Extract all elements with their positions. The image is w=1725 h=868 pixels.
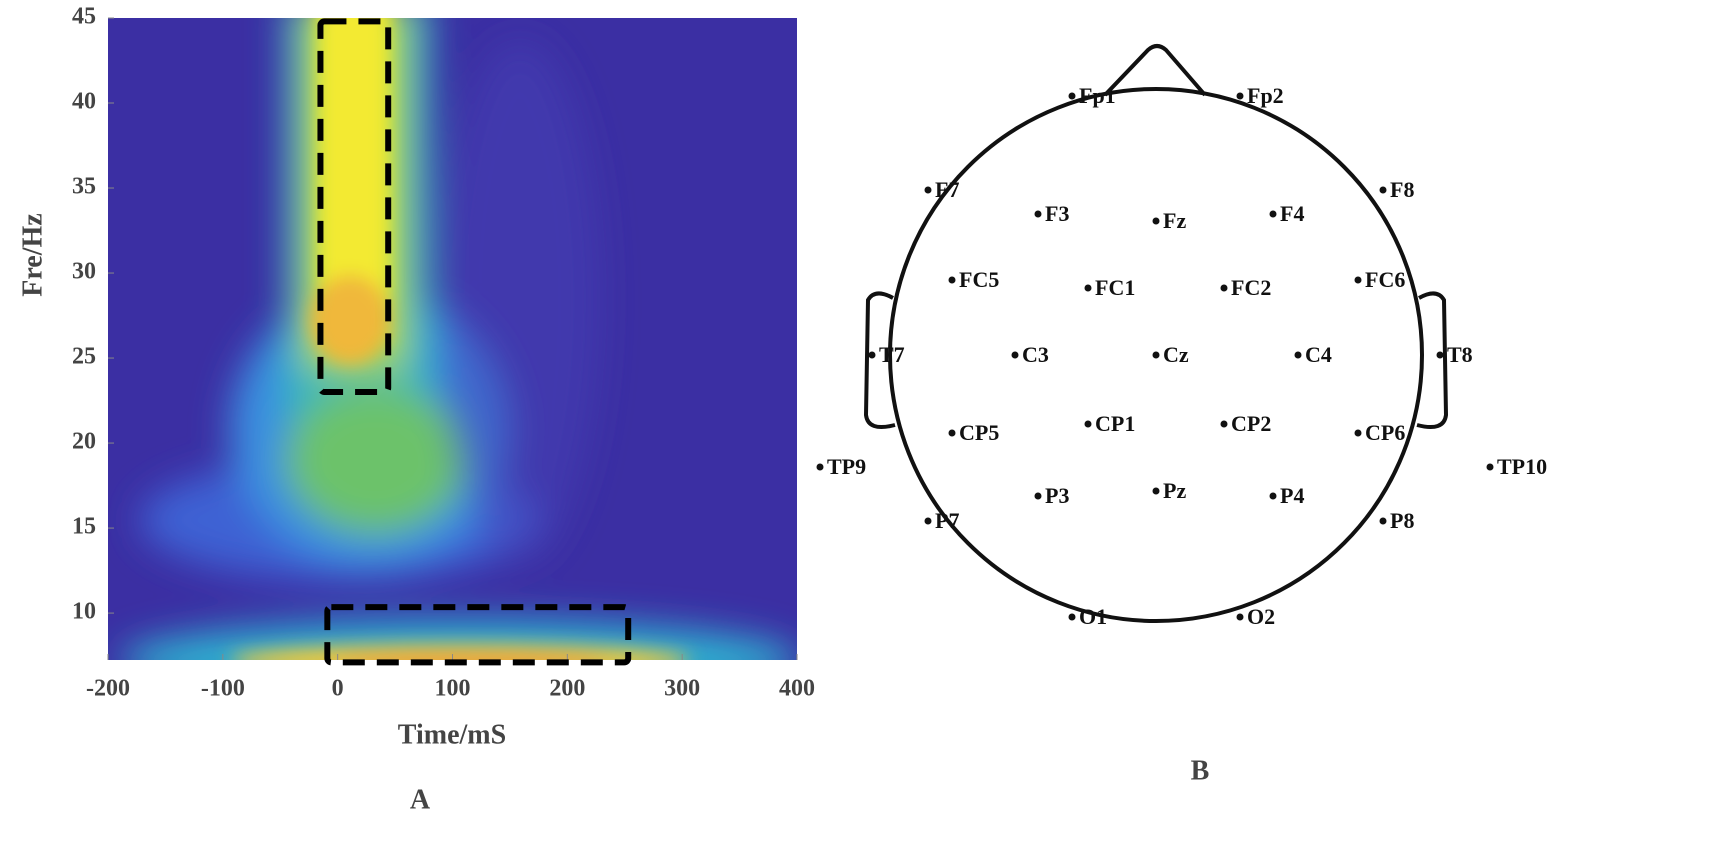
electrode-label: FC2 — [1231, 275, 1271, 300]
electrode-dot — [1084, 284, 1092, 292]
electrode-dot — [948, 276, 956, 284]
electrode-label: Fp1 — [1079, 83, 1116, 108]
electrode-dot — [1152, 351, 1160, 359]
electrode-label: CP6 — [1365, 420, 1405, 445]
electrode-dot — [1236, 92, 1244, 100]
electrode-label: C3 — [1022, 342, 1049, 367]
electrode-label: Fz — [1163, 208, 1186, 233]
electrode-dot — [1379, 517, 1387, 525]
electrode-dot — [1269, 210, 1277, 218]
x-tick-label: 400 — [779, 676, 815, 702]
right-ear — [1416, 291, 1449, 429]
electrode-label: P8 — [1390, 508, 1414, 533]
electrode-dot — [1379, 186, 1387, 194]
x-tick-label: 200 — [549, 676, 585, 702]
electrode-dot — [1084, 420, 1092, 428]
electrode-dot — [1034, 492, 1042, 500]
highlight-box — [324, 604, 632, 666]
electrode-dot — [924, 186, 932, 194]
electrode-dot — [1011, 351, 1019, 359]
electrode-label: FC5 — [959, 267, 999, 292]
y-tick-label: 15 — [72, 514, 96, 540]
y-tick-label: 40 — [72, 89, 96, 115]
electrode-label: Fp2 — [1247, 83, 1284, 108]
electrode-label: F8 — [1390, 177, 1414, 202]
electrode-label: F4 — [1280, 201, 1304, 226]
electrode-label: FC1 — [1095, 275, 1135, 300]
electrode-label: P4 — [1280, 483, 1304, 508]
y-tick-label: 20 — [72, 429, 96, 455]
electrode-label: P7 — [935, 508, 959, 533]
x-tick-label: -100 — [201, 676, 245, 702]
electrode-dot — [1354, 276, 1362, 284]
electrode-dot — [1236, 613, 1244, 621]
y-tick-label: 30 — [72, 259, 96, 285]
electrode-dot — [1354, 429, 1362, 437]
electrode-label: O2 — [1247, 604, 1275, 629]
electrode-label: CP2 — [1231, 411, 1271, 436]
electrode-label: F3 — [1045, 201, 1069, 226]
panel-label: A — [410, 784, 431, 815]
electrode-label: CP1 — [1095, 411, 1135, 436]
x-tick-label: 100 — [435, 676, 471, 702]
y-axis-label: Fre/Hz — [17, 213, 48, 296]
heatmap — [108, 18, 797, 660]
electrode-dot — [868, 351, 876, 359]
highlight-box — [317, 18, 392, 396]
left-ear — [863, 291, 896, 429]
y-tick-label: 35 — [72, 174, 96, 200]
electrode-label: CP5 — [959, 420, 999, 445]
electrode-dot — [1436, 351, 1444, 359]
panel-label: B — [1191, 755, 1210, 786]
x-axis-label: Time/mS — [398, 719, 506, 750]
electrode-dot — [1294, 351, 1302, 359]
electrode-label: TP9 — [827, 454, 866, 479]
electrode-dot — [816, 463, 824, 471]
electrode-dot — [1152, 487, 1160, 495]
electrode-label: Cz — [1163, 342, 1189, 367]
electrode-label: O1 — [1079, 604, 1107, 629]
electrode-label: FC6 — [1365, 267, 1405, 292]
electrode-label: Pz — [1163, 478, 1186, 503]
electrode-label: F7 — [935, 177, 959, 202]
electrode-dot — [924, 517, 932, 525]
y-tick-label: 45 — [72, 4, 96, 30]
electrode-dot — [1034, 210, 1042, 218]
y-tick-label: 25 — [72, 344, 96, 370]
y-tick-label: 10 — [72, 599, 96, 625]
x-tick-label: -200 — [86, 676, 130, 702]
electrode-dot — [1152, 217, 1160, 225]
electrode-dot — [1486, 463, 1494, 471]
x-tick-label: 300 — [664, 676, 700, 702]
electrode-dot — [1068, 92, 1076, 100]
electrode-dot — [1220, 420, 1228, 428]
electrode-label: TP10 — [1497, 454, 1547, 479]
electrode-dot — [948, 429, 956, 437]
electrode-dot — [1269, 492, 1277, 500]
x-tick-label: 0 — [332, 676, 344, 702]
electrode-dot — [1068, 613, 1076, 621]
electrode-label: P3 — [1045, 483, 1069, 508]
nose — [1103, 44, 1207, 97]
electrode-label: T8 — [1447, 342, 1473, 367]
electrode-label: T7 — [879, 342, 905, 367]
electrode-label: C4 — [1305, 342, 1332, 367]
head — [888, 87, 1424, 623]
electrode-dot — [1220, 284, 1228, 292]
